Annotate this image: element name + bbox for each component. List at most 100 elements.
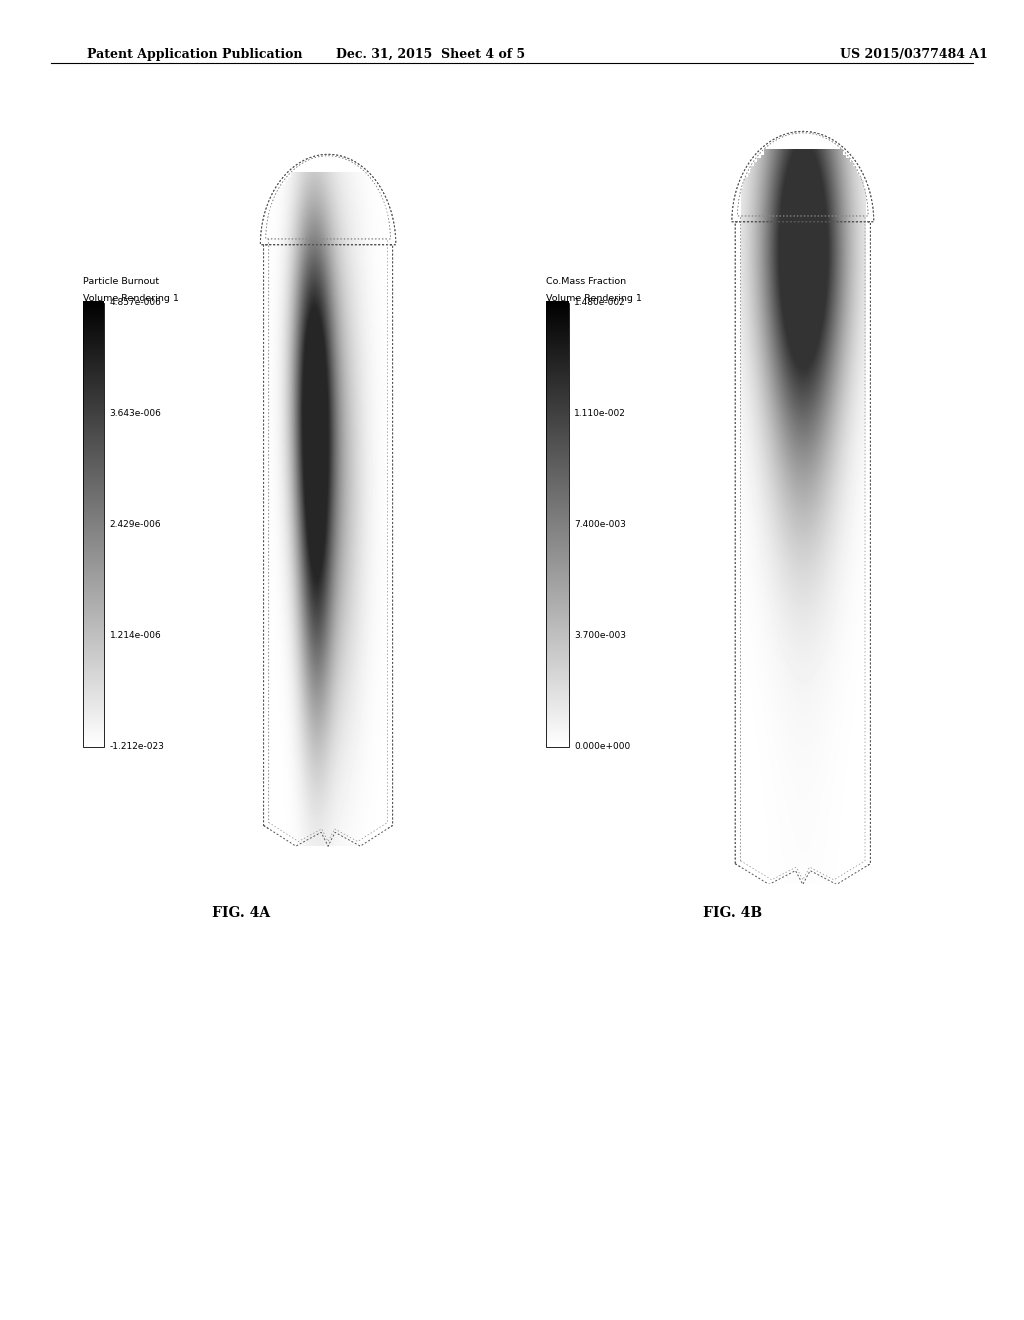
Bar	[546, 447, 568, 449]
Bar	[546, 450, 568, 453]
Bar	[546, 388, 568, 389]
Bar	[546, 623, 568, 624]
Bar	[83, 527, 104, 529]
Bar	[83, 544, 104, 546]
Bar	[546, 527, 568, 529]
Bar	[546, 570, 568, 573]
Bar	[83, 631, 104, 634]
Bar	[83, 705, 104, 706]
Bar	[83, 366, 104, 367]
Bar	[83, 710, 104, 711]
Bar	[83, 454, 104, 455]
Bar	[546, 529, 568, 531]
Bar	[546, 323, 568, 325]
Bar	[546, 379, 568, 381]
Bar	[83, 672, 104, 673]
Bar	[546, 488, 568, 491]
Bar	[83, 396, 104, 399]
Bar	[83, 330, 104, 333]
Bar	[546, 688, 568, 689]
Bar	[83, 558, 104, 560]
Bar	[83, 383, 104, 384]
Bar	[83, 590, 104, 591]
Bar	[546, 663, 568, 665]
Bar	[83, 486, 104, 487]
Bar	[546, 383, 568, 384]
Bar	[83, 578, 104, 579]
Bar	[83, 312, 104, 313]
Bar	[83, 461, 104, 463]
Bar	[83, 576, 104, 578]
Bar	[546, 412, 568, 414]
Bar	[83, 723, 104, 726]
Bar	[83, 731, 104, 733]
Bar	[546, 601, 568, 602]
Text: Co.Mass Fraction: Co.Mass Fraction	[546, 277, 626, 285]
Bar	[546, 675, 568, 677]
Bar	[546, 519, 568, 520]
Bar	[546, 462, 568, 465]
Bar	[83, 445, 104, 447]
Bar	[546, 366, 568, 367]
Bar	[83, 657, 104, 660]
Bar	[546, 333, 568, 334]
Bar	[83, 351, 104, 352]
Bar	[83, 734, 104, 737]
Bar	[83, 529, 104, 531]
Bar	[83, 395, 104, 396]
Bar	[83, 660, 104, 661]
Bar	[83, 498, 104, 499]
Bar	[546, 496, 568, 498]
Bar	[83, 744, 104, 747]
Bar	[546, 471, 568, 473]
Bar	[546, 318, 568, 319]
Bar	[546, 525, 568, 527]
Bar	[83, 302, 104, 747]
Bar	[546, 492, 568, 494]
Bar	[546, 457, 568, 459]
Bar	[83, 405, 104, 407]
Bar	[546, 744, 568, 747]
Bar	[546, 508, 568, 510]
Bar	[83, 619, 104, 622]
Bar	[83, 704, 104, 705]
Bar	[546, 494, 568, 496]
Bar	[546, 603, 568, 606]
Bar	[83, 491, 104, 492]
Bar	[83, 318, 104, 319]
Bar	[546, 434, 568, 437]
Bar	[546, 428, 568, 430]
Bar	[83, 616, 104, 618]
Bar	[83, 639, 104, 640]
Bar	[546, 544, 568, 546]
Bar	[546, 591, 568, 594]
Bar	[546, 694, 568, 696]
Bar	[546, 734, 568, 737]
Bar	[546, 540, 568, 541]
Bar	[83, 462, 104, 465]
Bar	[546, 573, 568, 574]
Text: 1.110e-002: 1.110e-002	[573, 409, 626, 418]
Bar	[83, 739, 104, 742]
Bar	[546, 640, 568, 642]
Bar	[83, 437, 104, 438]
Bar	[546, 568, 568, 569]
Bar	[546, 524, 568, 525]
Bar	[546, 380, 568, 383]
Bar	[83, 569, 104, 570]
Text: 1.480e-002: 1.480e-002	[573, 298, 626, 308]
Bar	[83, 581, 104, 583]
Bar	[546, 339, 568, 341]
Bar	[83, 546, 104, 548]
Bar	[83, 459, 104, 461]
Bar	[546, 548, 568, 550]
Bar	[83, 743, 104, 744]
Text: Dec. 31, 2015  Sheet 4 of 5: Dec. 31, 2015 Sheet 4 of 5	[336, 48, 524, 61]
Bar	[546, 619, 568, 622]
Bar	[83, 611, 104, 612]
Bar	[546, 391, 568, 393]
Bar	[83, 504, 104, 507]
Bar	[546, 537, 568, 540]
Bar	[83, 346, 104, 347]
Bar	[83, 513, 104, 515]
